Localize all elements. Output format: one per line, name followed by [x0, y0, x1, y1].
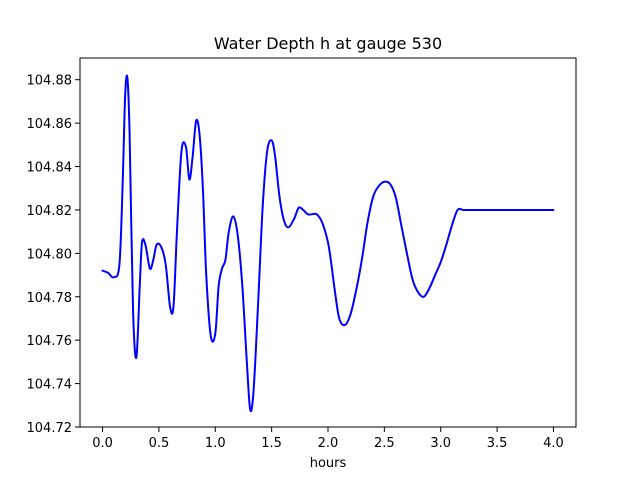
y-tick-label: 104.80 [27, 247, 73, 262]
x-tick-label: 1.5 [261, 436, 282, 451]
x-tick-label: 3.0 [430, 436, 451, 451]
x-tick-label: 0.0 [92, 436, 113, 451]
y-tick-label: 104.72 [27, 421, 73, 436]
x-tick-label: 4.0 [543, 436, 564, 451]
y-tick-label: 104.82 [27, 204, 73, 219]
y-tick-label: 104.78 [27, 291, 73, 306]
x-tick-label: 2.0 [318, 436, 339, 451]
chart-title: Water Depth h at gauge 530 [214, 34, 442, 53]
y-tick-label: 104.88 [27, 74, 73, 89]
y-axis: 104.72 104.74 104.76 104.78 104.80 104.82 104.… [27, 74, 80, 436]
y-tick-label: 104.76 [27, 334, 73, 349]
x-tick-label: 0.5 [149, 436, 170, 451]
series-layer [101, 74, 555, 413]
y-tick-label: 104.74 [27, 378, 73, 393]
x-tick-label: 3.5 [487, 436, 508, 451]
x-tick-label: 2.5 [374, 436, 395, 451]
x-axis: 0.0 0.5 1.0 1.5 2.0 2.5 3.0 3.5 4.0 [92, 427, 564, 451]
x-tick-label: 1.0 [205, 436, 226, 451]
series-line-0 [101, 74, 555, 413]
y-tick-label: 104.84 [27, 161, 73, 176]
x-axis-label: hours [310, 456, 347, 471]
y-tick-label: 104.86 [27, 117, 73, 132]
